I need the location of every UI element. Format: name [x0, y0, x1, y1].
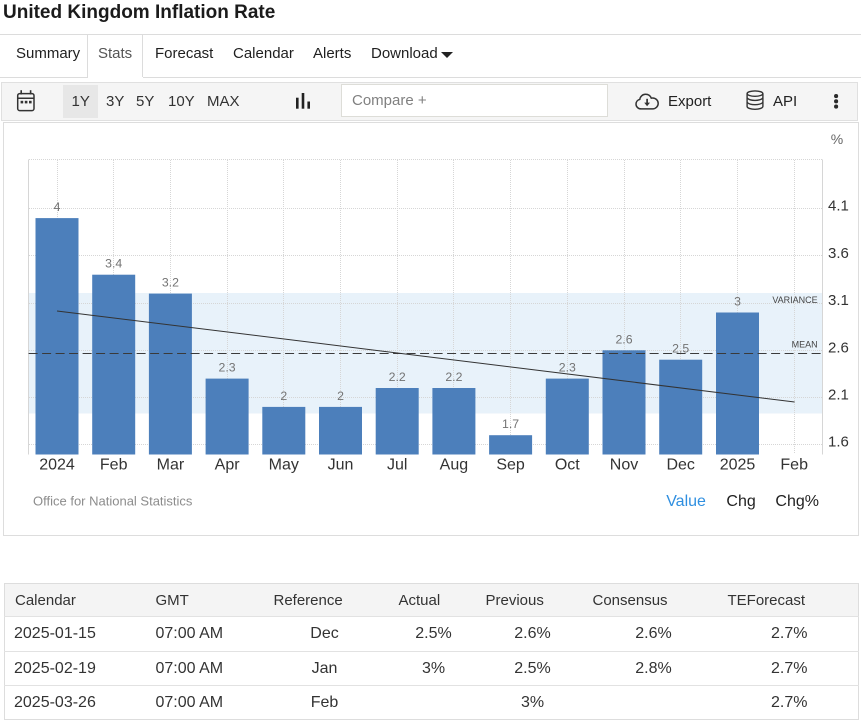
- svg-text:2025: 2025: [720, 457, 756, 474]
- svg-text:Jul: Jul: [387, 457, 407, 474]
- svg-text:Value: Value: [666, 493, 706, 510]
- svg-text:2024: 2024: [39, 457, 75, 474]
- svg-text:Chg%: Chg%: [775, 493, 819, 510]
- svg-text:2.2: 2.2: [445, 370, 462, 384]
- svg-text:Apr: Apr: [215, 457, 241, 474]
- svg-text:2.3: 2.3: [219, 361, 236, 375]
- svg-text:4: 4: [54, 200, 61, 214]
- svg-text:Dec: Dec: [666, 457, 694, 474]
- svg-text:Oct: Oct: [555, 457, 580, 474]
- svg-text:3.2: 3.2: [162, 276, 179, 290]
- svg-text:Chg: Chg: [726, 493, 755, 510]
- svg-text:Office for National Statistics: Office for National Statistics: [33, 493, 193, 508]
- svg-text:%: %: [831, 131, 843, 147]
- svg-text:1.6: 1.6: [828, 434, 849, 451]
- svg-text:Feb: Feb: [780, 457, 808, 474]
- svg-text:Feb: Feb: [100, 457, 128, 474]
- svg-text:Mar: Mar: [157, 457, 185, 474]
- svg-text:2.6: 2.6: [828, 339, 849, 356]
- svg-text:1.7: 1.7: [502, 417, 519, 431]
- svg-text:3.4: 3.4: [105, 257, 122, 271]
- svg-text:2.1: 2.1: [828, 387, 849, 404]
- svg-text:Aug: Aug: [440, 457, 468, 474]
- svg-text:4.1: 4.1: [828, 198, 849, 215]
- svg-text:May: May: [269, 457, 299, 474]
- svg-text:Jun: Jun: [328, 457, 354, 474]
- svg-text:VARIANCE: VARIANCE: [772, 295, 817, 305]
- svg-text:MEAN: MEAN: [792, 340, 818, 350]
- svg-text:2: 2: [337, 389, 344, 403]
- svg-text:3.1: 3.1: [828, 292, 849, 309]
- svg-text:2.3: 2.3: [559, 361, 576, 375]
- svg-text:2.6: 2.6: [615, 332, 632, 346]
- svg-text:3.6: 3.6: [828, 245, 849, 262]
- svg-text:2.5: 2.5: [672, 342, 689, 356]
- svg-text:2.2: 2.2: [389, 370, 406, 384]
- svg-text:2: 2: [280, 389, 287, 403]
- svg-text:3: 3: [734, 295, 741, 309]
- svg-text:Sep: Sep: [496, 457, 525, 474]
- svg-text:Nov: Nov: [610, 457, 638, 474]
